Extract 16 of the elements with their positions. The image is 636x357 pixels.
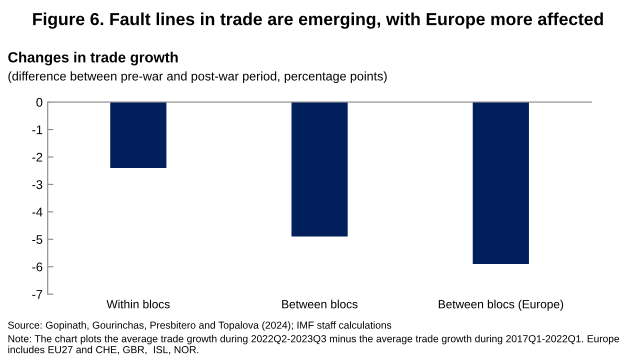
x-tick-label: Between blocs — [282, 300, 358, 308]
y-tick-label: -4 — [32, 208, 42, 216]
y-tick-label: -1 — [32, 125, 42, 134]
chart-title: Figure 6. Fault lines in trade are emerging, with Europe more affected — [33, 12, 603, 29]
x-tick-label: Between blocs (Europe) — [438, 300, 564, 311]
y-tick-label: -3 — [32, 180, 42, 190]
x-tick-label: Within blocs — [106, 300, 170, 308]
y-tick-label: -7 — [32, 290, 42, 299]
text: Note: The chart plots the average trade growth during 2022Q2-2023Q3 minus the average trade growth during 2017Q1-2022Q1. Europe includes EU27 and CHE, GBR, ISL, NOR. — [8, 334, 620, 354]
source-note: Source: Gopinath, Gourinchas, Presbitero and Topalova (2024); IMF staff calculations — [8, 321, 392, 331]
y-tick-label: -6 — [32, 262, 42, 272]
y-tick-label: -2 — [32, 152, 42, 162]
y-axis-title: (difference between pre-war and post-war period, percentage points) — [8, 71, 387, 84]
y-tick-label: 0 — [36, 98, 42, 107]
chart-subtitle: Changes in trade growth — [8, 52, 178, 66]
y-tick-label: -5 — [32, 235, 42, 244]
